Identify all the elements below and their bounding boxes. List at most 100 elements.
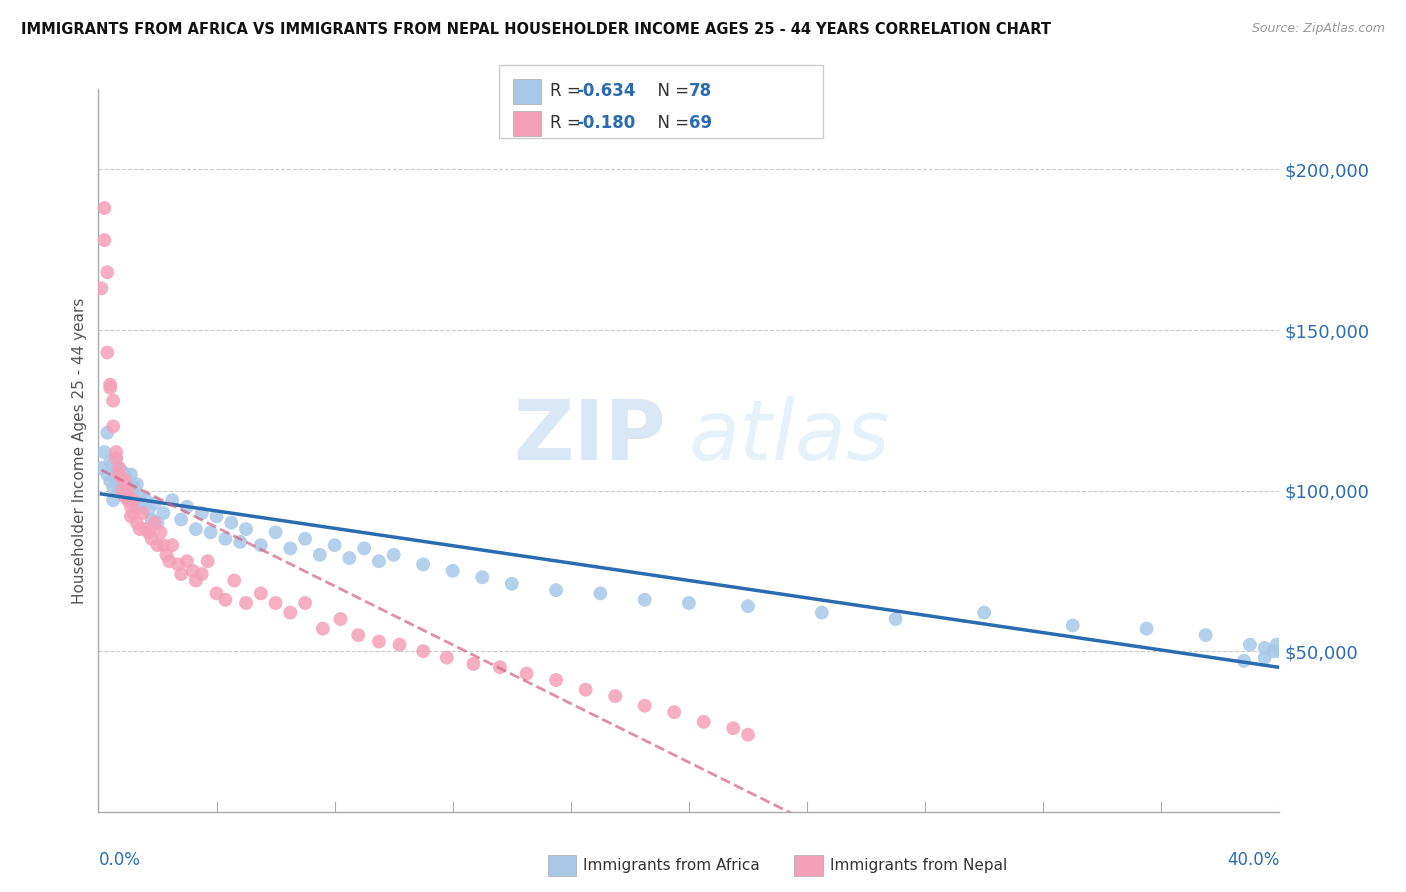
Point bbox=[184, 522, 207, 536]
Point bbox=[294, 532, 316, 546]
Point bbox=[214, 592, 236, 607]
Point bbox=[103, 419, 125, 434]
Point bbox=[111, 483, 134, 498]
Point bbox=[678, 596, 700, 610]
Point bbox=[884, 612, 907, 626]
Text: 78: 78 bbox=[689, 82, 711, 100]
Point bbox=[280, 541, 302, 556]
Point bbox=[205, 586, 228, 600]
Point bbox=[141, 532, 163, 546]
Point bbox=[117, 474, 139, 488]
Point bbox=[1136, 622, 1159, 636]
Point bbox=[141, 512, 163, 526]
Point bbox=[191, 567, 214, 582]
Point bbox=[132, 506, 155, 520]
Point bbox=[90, 461, 112, 475]
Point bbox=[98, 381, 121, 395]
Text: Immigrants from Nepal: Immigrants from Nepal bbox=[830, 858, 1007, 872]
Point bbox=[114, 467, 136, 482]
Point bbox=[111, 464, 134, 478]
Point bbox=[436, 650, 458, 665]
Text: -0.180: -0.180 bbox=[576, 114, 636, 132]
Point bbox=[1254, 650, 1277, 665]
Point bbox=[575, 682, 598, 697]
Point bbox=[368, 634, 391, 648]
Point bbox=[634, 592, 657, 607]
Text: N =: N = bbox=[647, 82, 695, 100]
Point bbox=[1254, 640, 1277, 655]
Point bbox=[93, 233, 115, 247]
Point bbox=[143, 516, 166, 530]
Point bbox=[605, 689, 627, 703]
Point bbox=[117, 483, 139, 498]
Point bbox=[1239, 638, 1261, 652]
Point bbox=[412, 644, 434, 658]
Point bbox=[347, 628, 370, 642]
Point bbox=[1195, 628, 1218, 642]
Point bbox=[98, 377, 121, 392]
Point bbox=[122, 487, 145, 501]
Y-axis label: Householder Income Ages 25 - 44 years: Householder Income Ages 25 - 44 years bbox=[72, 297, 87, 604]
Point bbox=[135, 522, 157, 536]
Point bbox=[309, 548, 332, 562]
Point bbox=[1268, 644, 1291, 658]
Point bbox=[737, 728, 759, 742]
Point bbox=[143, 496, 166, 510]
Point bbox=[96, 467, 118, 482]
Point bbox=[214, 532, 236, 546]
Point bbox=[132, 500, 155, 514]
Point bbox=[221, 516, 243, 530]
Point bbox=[105, 445, 128, 459]
Point bbox=[235, 596, 257, 610]
Point bbox=[125, 477, 148, 491]
Point bbox=[98, 455, 121, 469]
Point bbox=[105, 451, 128, 466]
Point bbox=[693, 714, 716, 729]
Point bbox=[117, 483, 139, 498]
Point bbox=[176, 554, 198, 568]
Point bbox=[105, 451, 128, 466]
Point bbox=[149, 525, 172, 540]
Point bbox=[105, 467, 128, 482]
Point bbox=[516, 666, 538, 681]
Point bbox=[471, 570, 494, 584]
Text: 69: 69 bbox=[689, 114, 711, 132]
Point bbox=[96, 345, 118, 359]
Text: IMMIGRANTS FROM AFRICA VS IMMIGRANTS FROM NEPAL HOUSEHOLDER INCOME AGES 25 - 44 : IMMIGRANTS FROM AFRICA VS IMMIGRANTS FRO… bbox=[21, 22, 1052, 37]
Point bbox=[723, 721, 745, 735]
Text: 40.0%: 40.0% bbox=[1227, 852, 1279, 870]
Point bbox=[120, 490, 142, 504]
Point bbox=[120, 509, 142, 524]
Point bbox=[125, 496, 148, 510]
Point bbox=[294, 596, 316, 610]
Point bbox=[197, 554, 219, 568]
Point bbox=[489, 660, 512, 674]
Point bbox=[280, 606, 302, 620]
Point bbox=[103, 493, 125, 508]
Point bbox=[103, 480, 125, 494]
Point bbox=[108, 461, 131, 475]
Point bbox=[250, 538, 273, 552]
Point bbox=[973, 606, 995, 620]
Point bbox=[120, 500, 142, 514]
Point bbox=[152, 506, 174, 520]
Point bbox=[103, 393, 125, 408]
Point bbox=[441, 564, 464, 578]
Text: Immigrants from Africa: Immigrants from Africa bbox=[583, 858, 761, 872]
Point bbox=[122, 493, 145, 508]
Point bbox=[93, 201, 115, 215]
Point bbox=[634, 698, 657, 713]
Point bbox=[108, 483, 131, 498]
Point bbox=[382, 548, 405, 562]
Point bbox=[546, 583, 568, 598]
Point bbox=[125, 516, 148, 530]
Text: atlas: atlas bbox=[689, 395, 890, 476]
Point bbox=[117, 493, 139, 508]
Point bbox=[501, 576, 523, 591]
Point bbox=[108, 467, 131, 482]
Point bbox=[664, 705, 686, 719]
Point bbox=[250, 586, 273, 600]
Point bbox=[96, 265, 118, 279]
Text: R =: R = bbox=[550, 82, 586, 100]
Point bbox=[235, 522, 257, 536]
